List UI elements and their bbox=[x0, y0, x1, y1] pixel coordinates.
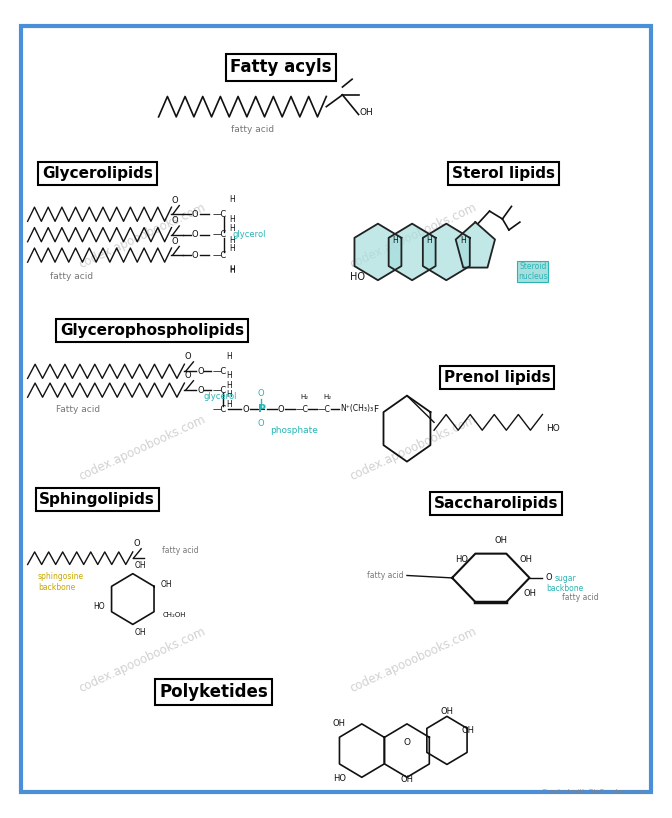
Text: OH: OH bbox=[401, 775, 413, 784]
Text: OH: OH bbox=[523, 589, 536, 598]
Text: H: H bbox=[226, 380, 233, 389]
Text: codex.apooobooks.com: codex.apooobooks.com bbox=[77, 413, 208, 483]
Text: Steroid
nucleus: Steroid nucleus bbox=[518, 262, 548, 281]
Text: H: H bbox=[229, 244, 235, 253]
Text: Fatty acyls: Fatty acyls bbox=[230, 58, 332, 76]
Text: OH: OH bbox=[161, 581, 172, 590]
Text: Prenol lipids: Prenol lipids bbox=[444, 370, 550, 385]
Text: Created with BioRenders.com: Created with BioRenders.com bbox=[542, 789, 646, 795]
Text: H: H bbox=[426, 236, 432, 245]
Text: fatty acid: fatty acid bbox=[162, 546, 198, 555]
Text: O: O bbox=[192, 250, 198, 259]
Text: H: H bbox=[226, 371, 233, 380]
Text: —C: —C bbox=[212, 404, 226, 414]
Text: glycerol: glycerol bbox=[233, 230, 266, 239]
Text: H: H bbox=[226, 352, 233, 361]
Text: F: F bbox=[373, 404, 378, 414]
Text: HO: HO bbox=[456, 555, 468, 564]
Text: Sphingolipids: Sphingolipids bbox=[40, 492, 155, 507]
Text: HO: HO bbox=[546, 424, 559, 434]
Text: sphingosine
backbone: sphingosine backbone bbox=[38, 573, 84, 591]
Polygon shape bbox=[456, 222, 495, 267]
Text: fatty acid: fatty acid bbox=[230, 124, 274, 133]
Text: glycerol: glycerol bbox=[203, 392, 237, 401]
Text: O: O bbox=[257, 389, 264, 398]
Text: OH: OH bbox=[134, 628, 146, 637]
Text: HO: HO bbox=[333, 774, 345, 783]
Text: O: O bbox=[171, 196, 178, 204]
Polygon shape bbox=[388, 223, 435, 281]
Text: phosphate: phosphate bbox=[270, 426, 318, 435]
Text: codex.apooobooks.com: codex.apooobooks.com bbox=[348, 625, 479, 695]
Text: —C: —C bbox=[213, 250, 227, 259]
Text: sugar
backbone: sugar backbone bbox=[546, 573, 584, 593]
Text: H: H bbox=[229, 264, 235, 273]
Text: P: P bbox=[258, 404, 266, 414]
Text: Sterol lipids: Sterol lipids bbox=[452, 166, 555, 181]
Text: O: O bbox=[278, 404, 284, 414]
Text: N⁺(CH₃)₃: N⁺(CH₃)₃ bbox=[340, 404, 373, 414]
Text: H₂: H₂ bbox=[323, 393, 332, 399]
Text: codex.apooobooks.com: codex.apooobooks.com bbox=[77, 201, 208, 272]
Text: H: H bbox=[226, 390, 233, 399]
Text: H: H bbox=[229, 223, 235, 232]
Text: fatty acid: fatty acid bbox=[562, 593, 599, 602]
Text: fatty acid: fatty acid bbox=[50, 272, 93, 281]
Text: O: O bbox=[171, 216, 178, 225]
Text: O: O bbox=[171, 236, 178, 245]
Text: —C: —C bbox=[213, 230, 227, 239]
Text: codex.apooobooks.com: codex.apooobooks.com bbox=[348, 201, 479, 272]
Text: OH: OH bbox=[494, 537, 507, 546]
Text: O: O bbox=[133, 539, 140, 548]
Text: HO: HO bbox=[93, 602, 105, 611]
Text: —C: —C bbox=[213, 209, 227, 218]
Text: OH: OH bbox=[134, 561, 146, 570]
Text: Polyketides: Polyketides bbox=[159, 683, 268, 701]
Text: —C: —C bbox=[212, 366, 226, 375]
Text: OH: OH bbox=[333, 718, 345, 728]
Text: H: H bbox=[229, 236, 235, 245]
Text: —C: —C bbox=[318, 404, 331, 414]
Text: H: H bbox=[229, 195, 235, 204]
Text: Saccharolipids: Saccharolipids bbox=[433, 496, 558, 510]
Text: H: H bbox=[229, 215, 235, 224]
Text: O: O bbox=[243, 404, 249, 414]
Text: O: O bbox=[192, 209, 198, 218]
Text: codex.apooobooks.com: codex.apooobooks.com bbox=[77, 625, 208, 695]
Text: OH: OH bbox=[440, 707, 454, 716]
Text: O: O bbox=[257, 419, 264, 428]
Text: Fatty acid: Fatty acid bbox=[56, 405, 100, 414]
Text: H: H bbox=[226, 399, 233, 408]
Polygon shape bbox=[354, 223, 401, 281]
Text: O: O bbox=[403, 738, 411, 748]
Text: O: O bbox=[185, 371, 192, 380]
Text: —C: —C bbox=[212, 385, 226, 394]
Text: OH: OH bbox=[462, 726, 474, 735]
Text: HO: HO bbox=[350, 272, 365, 282]
Text: O: O bbox=[185, 352, 192, 361]
Text: —C: —C bbox=[296, 404, 308, 414]
Text: H: H bbox=[460, 236, 466, 245]
Text: CH₂OH: CH₂OH bbox=[163, 612, 186, 618]
Text: H: H bbox=[229, 266, 235, 275]
Text: OH: OH bbox=[360, 108, 374, 117]
Polygon shape bbox=[423, 223, 470, 281]
Text: OH: OH bbox=[520, 555, 533, 564]
Text: H₂: H₂ bbox=[300, 393, 308, 399]
Text: H: H bbox=[392, 236, 398, 245]
Text: O: O bbox=[198, 385, 204, 394]
Text: codex.apooobooks.com: codex.apooobooks.com bbox=[348, 413, 479, 483]
Text: Glycerolipids: Glycerolipids bbox=[42, 166, 153, 181]
Text: O: O bbox=[198, 366, 204, 375]
Text: fatty acid: fatty acid bbox=[367, 571, 404, 580]
Text: O: O bbox=[545, 573, 552, 582]
Text: Glycerophospholipids: Glycerophospholipids bbox=[60, 323, 244, 338]
Text: O: O bbox=[192, 230, 198, 239]
